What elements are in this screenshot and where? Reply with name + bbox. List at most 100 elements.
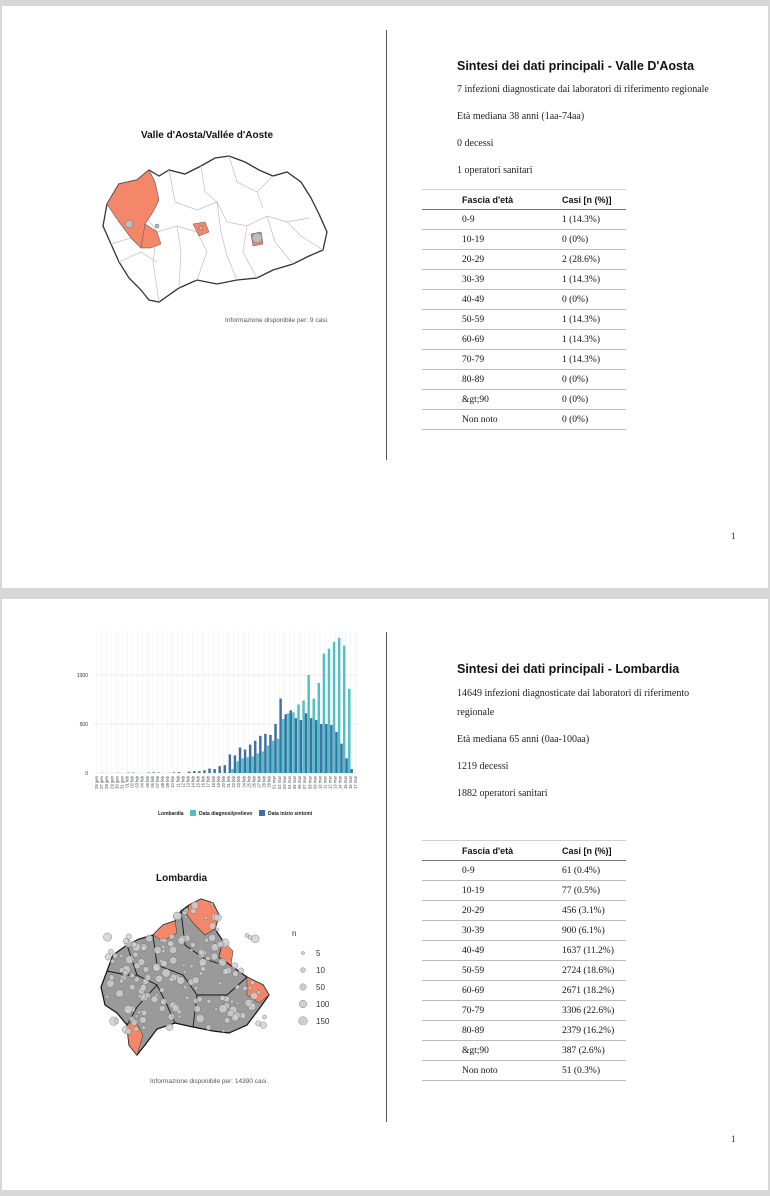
bar-sintomi (314, 720, 318, 773)
case-marker (123, 1004, 133, 1014)
x-tick-label: 14 mar (338, 775, 343, 789)
case-marker (214, 1007, 218, 1011)
case-marker (214, 913, 222, 922)
bar-sintomi (188, 771, 191, 773)
x-tick-label: 01 mar (272, 775, 277, 789)
case-marker (250, 991, 259, 1000)
case-marker (161, 944, 166, 949)
case-marker (103, 932, 112, 942)
case-marker (198, 949, 205, 956)
bar-sintomi (248, 744, 252, 773)
case-marker (256, 990, 261, 995)
cases-cell: 2379 (16.2%) (562, 1020, 626, 1041)
bar-sintomi (254, 740, 257, 773)
x-tick-label: 27 gen (99, 775, 104, 788)
cases-column-header: Casi [n (%)] (562, 840, 626, 861)
bar-sintomi (193, 771, 196, 773)
age-table-row: 20-29 456 (3.1%) (422, 900, 626, 921)
case-marker (125, 1028, 132, 1035)
age-band-cell: 0-9 (422, 209, 562, 230)
case-marker (196, 996, 203, 1003)
summary-line: 14649 infezioni diagnosticate dai labora… (457, 688, 690, 699)
x-tick-label: 26 gen (94, 775, 99, 788)
x-tick-label: 19 feb (216, 775, 221, 787)
case-marker (141, 1025, 146, 1030)
age-band-cell: 10-19 (422, 229, 562, 250)
case-marker (219, 995, 226, 1001)
legend-size-10: 10 (316, 966, 325, 975)
age-band-cell: Non noto (422, 409, 562, 430)
case-marker (125, 933, 132, 940)
legend-label-diagnosi: Data diagnosi/prelievo (199, 811, 252, 817)
case-marker (177, 936, 186, 945)
case-marker (168, 976, 174, 983)
case-marker (160, 960, 168, 968)
legend-size-100: 100 (316, 1000, 330, 1009)
case-marker (210, 952, 219, 961)
cases-cell: 1 (14.3%) (562, 329, 626, 350)
case-marker (119, 953, 124, 958)
case-marker (200, 966, 206, 972)
x-tick-label: 04 mar (287, 775, 292, 789)
case-marker (232, 970, 239, 977)
case-marker (193, 1005, 201, 1013)
case-marker (185, 995, 190, 1001)
age-table-row: 80-89 2379 (16.2%) (422, 1020, 626, 1041)
case-marker (195, 1014, 205, 1024)
age-band-cell: 30-39 (422, 920, 562, 941)
cases-cell: 387 (2.6%) (562, 1040, 626, 1061)
bar-sintomi (274, 724, 277, 773)
age-band-cell: 70-79 (422, 349, 562, 370)
legend-label-sintomi: Data inizio sintomi (268, 811, 313, 817)
case-marker (108, 974, 115, 981)
x-tick-label: 12 mar (328, 775, 333, 789)
case-marker (140, 945, 147, 952)
case-marker (259, 1021, 267, 1029)
bar-diagnosi (251, 756, 255, 773)
bar-sintomi (243, 749, 247, 773)
case-marker (238, 967, 245, 974)
case-marker (112, 953, 118, 959)
bar-sintomi (330, 725, 333, 773)
case-marker (176, 976, 185, 985)
age-band-cell: &gt;90 (422, 1040, 562, 1061)
case-marker (153, 946, 162, 955)
case-marker (165, 1023, 174, 1031)
age-band-cell: 20-29 (422, 249, 562, 270)
case-marker (210, 943, 219, 952)
legend-size-150: 150 (316, 1017, 330, 1025)
bar-diagnosi (256, 753, 260, 773)
case-marker (222, 968, 229, 975)
cases-cell: 0 (0%) (562, 409, 626, 430)
x-tick-label: 02 feb (130, 775, 135, 787)
case-marker (137, 958, 146, 966)
case-marker (209, 902, 214, 906)
case-marker (141, 1009, 148, 1016)
case-marker (183, 970, 187, 974)
case-marker (134, 1014, 139, 1018)
y-tick-label: 0 (85, 771, 88, 777)
case-marker (161, 968, 171, 978)
age-table-row: 70-79 1 (14.3%) (422, 349, 626, 370)
age-table-row: 0-9 61 (0.4%) (422, 860, 626, 881)
bar-sintomi (299, 720, 303, 773)
legend-swatch-sintomi (259, 810, 265, 816)
case-marker (160, 998, 168, 1006)
summary-title: Sintesi dei dati principali - Valle D'Ao… (457, 59, 695, 73)
map-legend-title: n (292, 929, 297, 938)
case-marker (144, 992, 151, 999)
case-marker (204, 937, 209, 943)
case-marker (221, 1028, 226, 1033)
case-marker (145, 934, 154, 943)
cases-cell: 1 (14.3%) (562, 309, 626, 330)
bar-diagnosi (342, 645, 346, 773)
case-marker (118, 967, 125, 973)
case-marker (169, 945, 177, 954)
x-tick-label: 05 mar (292, 775, 297, 789)
case-marker (152, 963, 161, 972)
x-tick-label: 03 feb (135, 775, 140, 787)
x-tick-label: 13 feb (185, 775, 190, 787)
case-marker (208, 922, 217, 930)
age-table-row: 60-69 2671 (18.2%) (422, 980, 626, 1001)
bar-sintomi (228, 754, 232, 773)
